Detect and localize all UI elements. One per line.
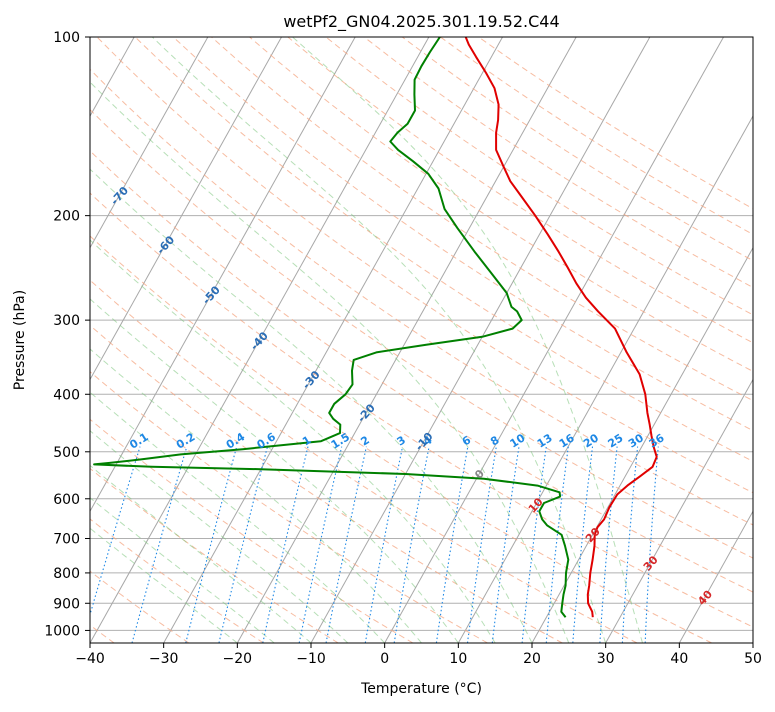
x-tick-label: −20 <box>223 651 253 667</box>
y-tick-label: 300 <box>53 313 80 329</box>
y-axis-label: Pressure (hPa) <box>12 290 28 390</box>
x-tick-label: −40 <box>75 651 105 667</box>
x-axis-label: Temperature (°C) <box>360 681 482 697</box>
y-tick-label: 600 <box>53 492 80 508</box>
y-tick-label: 500 <box>53 445 80 461</box>
x-tick-label: 0 <box>380 651 389 667</box>
x-tick-label: 20 <box>523 651 541 667</box>
x-tick-label: 50 <box>744 651 762 667</box>
y-tick-label: 700 <box>53 532 80 548</box>
y-tick-label: 800 <box>53 566 80 582</box>
x-tick-label: 10 <box>449 651 467 667</box>
y-tick-label: 200 <box>53 209 80 225</box>
x-tick-label: −10 <box>296 651 326 667</box>
y-tick-label: 100 <box>53 30 80 46</box>
x-tick-label: −30 <box>149 651 179 667</box>
y-tick-label: 900 <box>53 596 80 612</box>
x-tick-label: 40 <box>670 651 688 667</box>
chart-title: wetPf2_GN04.2025.301.19.52.C44 <box>283 12 559 32</box>
y-tick-label: 1000 <box>44 623 80 639</box>
y-tick-label: 400 <box>53 387 80 403</box>
x-tick-label: 30 <box>597 651 615 667</box>
